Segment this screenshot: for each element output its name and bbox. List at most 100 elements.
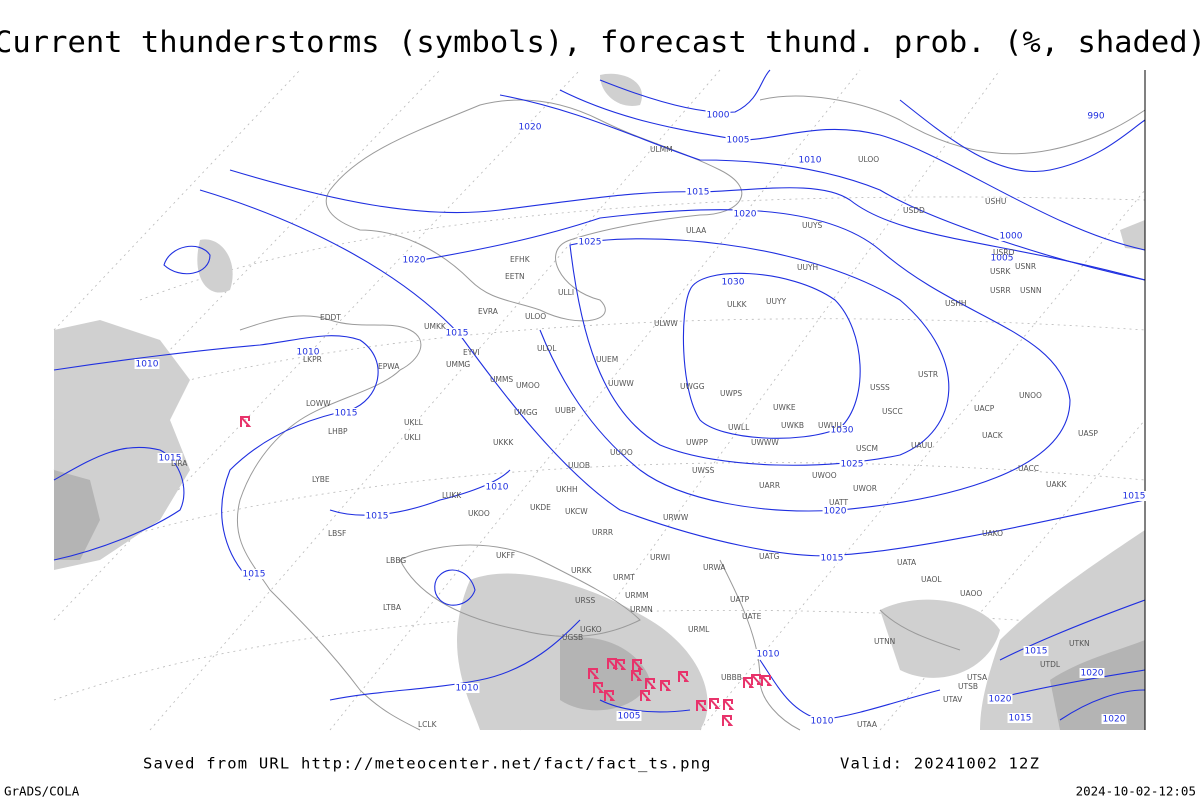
station-label: EVRA — [478, 307, 499, 316]
station-label: UMGG — [514, 408, 538, 417]
station-label: UAKO — [982, 529, 1003, 538]
label-backdrop — [725, 135, 751, 145]
label-backdrop — [1007, 713, 1033, 723]
isobar-label: 1015 — [1123, 492, 1146, 502]
station-label: UATA — [897, 558, 917, 567]
timestamp: 2024-10-02-12:05 — [1076, 784, 1196, 799]
station-label: ULWW — [654, 319, 678, 328]
thunderstorm-symbol — [645, 678, 657, 689]
station-label: USRR — [990, 286, 1011, 295]
station-label: EPWA — [378, 362, 400, 371]
station-label: ULAA — [686, 226, 707, 235]
station-label: ULLI — [558, 288, 574, 297]
label-backdrop — [685, 187, 711, 197]
isobar-label: 1020 — [519, 123, 542, 133]
thunderstorm-symbol — [240, 416, 252, 427]
station-label: UAUU — [911, 441, 933, 450]
station-label: UATE — [742, 612, 762, 621]
station-label: UWOR — [853, 484, 877, 493]
map-labels: 1020 1000 1005 1010 1015 1020 1025 1020 1030 1015… — [134, 110, 1147, 729]
isobar-label: 1010 — [456, 684, 479, 694]
thunderstorm-symbol — [632, 659, 644, 670]
isobar-label: 1000 — [707, 111, 730, 121]
station-label: URSS — [575, 596, 595, 605]
label-backdrop — [797, 155, 823, 165]
station-label: UACK — [982, 431, 1004, 440]
station-label: URMN — [630, 605, 653, 614]
station-label: UWSS — [692, 466, 715, 475]
station-label: UATT — [829, 498, 848, 507]
station-label: USHH — [945, 299, 967, 308]
thunderstorm-symbol — [615, 659, 627, 670]
isobar-label: 1015 — [821, 554, 844, 564]
station-label: USSS — [870, 383, 890, 392]
label-backdrop — [1086, 111, 1106, 121]
label-backdrop — [333, 408, 359, 418]
station-label: UAOO — [960, 589, 982, 598]
label-backdrop — [517, 122, 543, 132]
isobar-label: 1005 — [727, 136, 750, 146]
isobar-label: 1030 — [831, 426, 854, 436]
isobar-label: 1015 — [335, 409, 358, 419]
station-label: UTSA — [967, 673, 988, 682]
station-label: UATG — [759, 552, 780, 561]
station-label: ULKK — [727, 300, 748, 309]
station-label: UACC — [1018, 464, 1039, 473]
station-label: USRO — [993, 248, 1014, 257]
isobar-label: 1020 — [734, 210, 757, 220]
label-backdrop — [401, 255, 427, 265]
isobars — [53, 69, 1146, 721]
station-label: UWOO — [812, 471, 837, 480]
label-backdrop — [1121, 491, 1147, 501]
station-label: URWA — [703, 563, 726, 572]
station-label: UKLI — [404, 433, 421, 442]
station-label: EFHK — [510, 255, 531, 264]
label-backdrop — [998, 231, 1024, 241]
station-label: UBBB — [721, 673, 742, 682]
station-label: UTNN — [874, 637, 895, 646]
isobar-label: 1015 — [243, 570, 266, 580]
label-backdrop — [987, 694, 1013, 704]
station-label: URML — [688, 625, 710, 634]
isobar-label: 990 — [1087, 112, 1104, 122]
station-label: UKHH — [556, 485, 578, 494]
station-label: UKCW — [565, 507, 588, 516]
station-label: UWUU — [818, 421, 842, 430]
isobar-label: 1015 — [687, 188, 710, 198]
station-label: USCM — [856, 444, 878, 453]
label-backdrop — [454, 683, 480, 693]
thunderstorm-symbol — [593, 682, 605, 693]
station-label: UKDE — [530, 503, 551, 512]
software-credit: GrADS/COLA — [4, 784, 80, 799]
station-label: USRK — [990, 267, 1011, 276]
label-backdrop — [1079, 668, 1105, 678]
station-label: UWKB — [781, 421, 804, 430]
station-label: URWI — [650, 553, 670, 562]
valid-time: Valid: 20241002 12Z — [840, 755, 1040, 773]
station-label: UMMG — [446, 360, 470, 369]
isobar-label: 1005 — [618, 712, 641, 722]
station-label: USDD — [903, 206, 925, 215]
isobar-label: 1015 — [446, 329, 469, 339]
label-backdrop — [616, 711, 642, 721]
label-backdrop — [809, 716, 835, 726]
isobar-label: 1010 — [799, 156, 822, 166]
station-label: UUOB — [568, 461, 590, 470]
isobar-label: 1020 — [1103, 715, 1126, 725]
station-label: UWLL — [728, 423, 750, 432]
station-label: UWPS — [720, 389, 742, 398]
thunderstorm-symbol — [722, 715, 734, 726]
station-label: ULOL — [537, 344, 557, 353]
station-label: UACP — [974, 404, 995, 413]
station-label: LYBE — [312, 475, 330, 484]
label-backdrop — [241, 569, 267, 579]
label-backdrop — [134, 359, 160, 369]
station-label: LIRA — [171, 459, 188, 468]
isobar-label: 1015 — [159, 454, 182, 464]
station-label: UKLL — [404, 418, 424, 427]
station-label: ULOO — [525, 312, 546, 321]
station-label: UUOO — [610, 448, 633, 457]
label-backdrop — [989, 253, 1015, 263]
thunderstorm-symbol — [723, 699, 735, 710]
